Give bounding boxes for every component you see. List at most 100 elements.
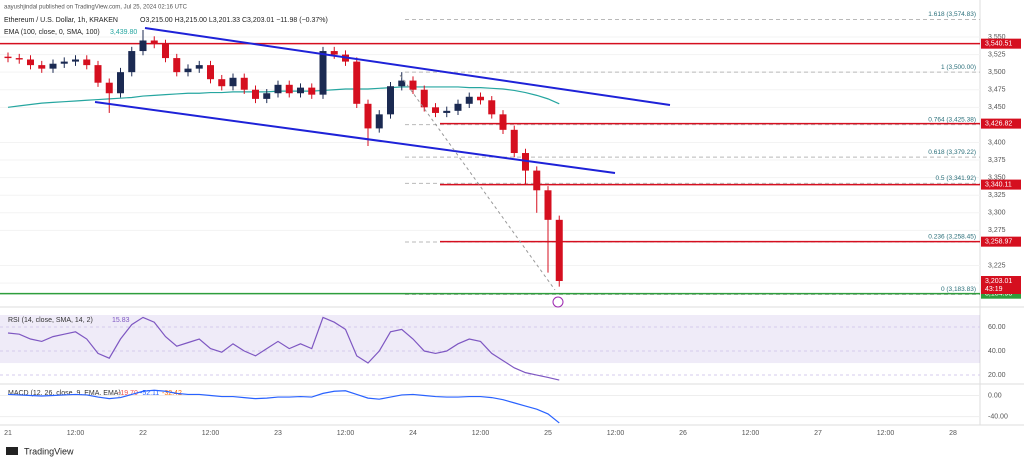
candle-body [173,58,181,73]
y-tick-label: 3,550 [988,34,1006,41]
candle-body [510,129,518,154]
level-label: 3,258.97 [985,238,1012,245]
macd-line [7,389,560,424]
level-label: 3,340.11 [985,181,1012,188]
fib-label: 1 (3,500.00) [941,64,976,71]
macd-value: -52.11 [140,390,159,397]
channel-upper [144,27,671,106]
candle-body [533,170,541,191]
candle-body [139,40,147,52]
level-label: 3,540.51 [985,41,1012,48]
y-tick-label: 3,525 [988,51,1006,58]
rsi-tick-label: 60.00 [988,324,1006,331]
fib-label: 0.764 (3,425.38) [928,116,976,123]
candle-body [454,103,462,111]
y-tick-label: 3,375 [988,157,1006,164]
candle-body [94,65,102,83]
candle-body [184,68,192,73]
ohlc: O3,215.00 H3,215.00 L3,201.33 C3,203.01 … [140,17,328,24]
candle-body [229,77,237,87]
candle-body [162,44,169,59]
x-tick-label: 22 [139,430,147,437]
candle-body [555,219,563,282]
x-tick-label: 12:00 [877,430,895,437]
candle-body [150,40,158,45]
candle-body [477,96,484,101]
rsi-value: 15.83 [112,317,130,324]
candle-body [252,89,259,99]
level-tag [981,179,1021,190]
y-tick-label: 3,325 [988,192,1006,199]
fib-trend [399,74,556,291]
macd-value: -19.70 [118,390,138,397]
candle-body [38,65,46,69]
candle-body [207,65,214,80]
rsi-line [7,316,560,381]
x-tick-label: 12:00 [202,430,220,437]
x-tick-label: 23 [274,430,282,437]
rsi-label: RSI (14, close, SMA, 14, 2) [8,317,93,324]
rsi-band [0,315,980,364]
candle-body [409,80,417,90]
candle-body [522,153,529,171]
level-tag [981,38,1021,49]
macd-tick-label: 0.00 [988,392,1002,399]
candle-body [488,100,496,115]
candle-body [83,59,91,66]
y-tick-label: 3,500 [988,69,1006,76]
candle-body [274,84,282,94]
fib-label: 0.618 (3,379.22) [928,149,976,156]
macd-tick-label: -40.00 [988,413,1008,420]
candle-body [263,93,271,99]
y-tick-label: 3,475 [988,87,1006,94]
candle-body [398,80,406,87]
x-tick-label: 26 [679,430,687,437]
candle-body [375,114,383,129]
x-tick-label: 21 [4,430,12,437]
candle-body [465,96,473,104]
candle-body [544,190,552,220]
candle-body [218,79,226,87]
candle-body [297,87,304,94]
candle-body [499,114,507,130]
candle-body [387,86,394,115]
y-tick-label: 3,300 [988,210,1006,217]
candle-body [117,72,124,94]
level-tag [981,118,1021,129]
x-tick-label: 24 [409,430,417,437]
brand: TradingView [24,446,74,456]
candle-body [432,107,439,113]
candle-body [364,103,372,129]
candle-body [240,77,248,90]
macd-label: MACD (12, 26, close, 9, EMA, EMA) [8,390,121,397]
alert-icon [552,296,564,308]
level-label: 3,426.82 [985,120,1012,127]
candle-body [105,82,113,94]
y-tick-label: 3,225 [988,262,1006,269]
candle-body [4,56,12,59]
x-tick-label: 27 [814,430,822,437]
fib-label: 0.236 (3,258.45) [928,234,976,241]
candle-body [15,58,23,60]
x-tick-label: 12:00 [337,430,355,437]
candle-body [308,87,316,95]
rsi-tick-label: 20.00 [988,372,1006,379]
rsi-tick-label: 40.00 [988,348,1006,355]
candle-body [443,110,451,113]
logo [6,447,18,455]
countdown: 43:19 [985,286,1003,293]
ema-label: EMA (100, close, 0, SMA, 100) [4,29,100,36]
last-price-label: 3,203.01 [985,278,1012,285]
candle-body [353,61,361,104]
ema-line [7,86,560,108]
level-tag [981,236,1021,247]
fib-label: 0 (3,183.83) [941,286,976,293]
candle-body [319,51,327,95]
last-price-tag [981,276,1021,295]
byline: aayushjindal published on TradingView.co… [4,5,188,11]
macd-value: -32.42 [162,390,182,397]
candle-body [330,51,338,55]
channel-lower [94,101,616,174]
ema-value: 3,439.80 [110,29,137,36]
